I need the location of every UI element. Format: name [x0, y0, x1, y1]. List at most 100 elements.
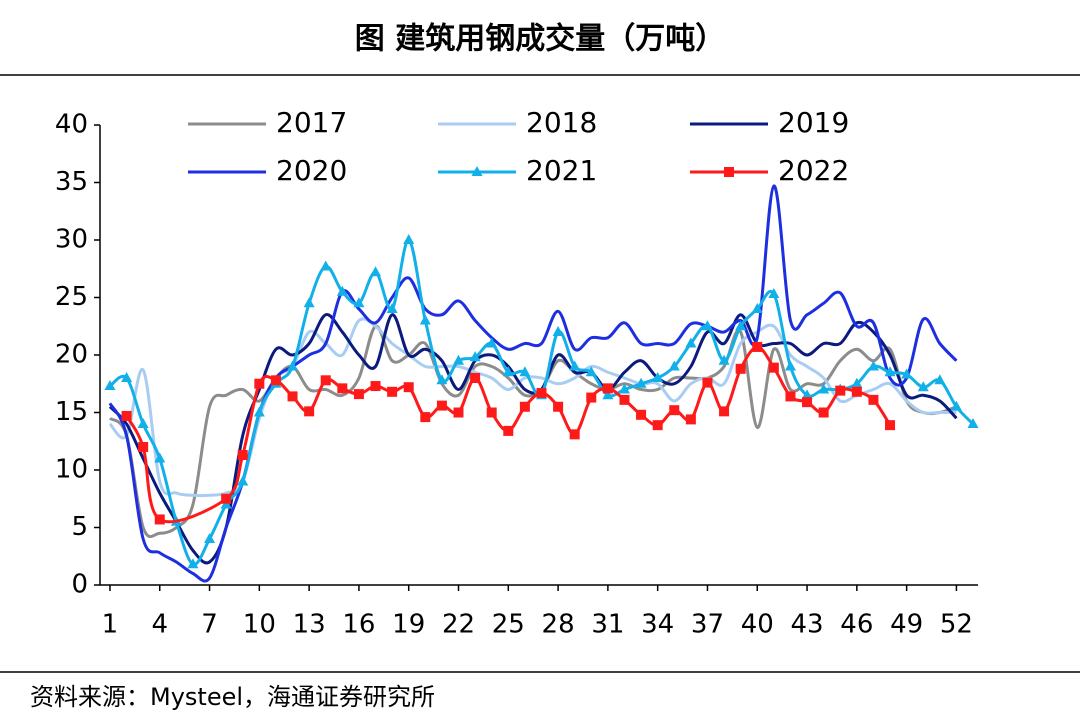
point-marker [585, 366, 597, 377]
point-marker [950, 400, 962, 411]
point-marker [121, 410, 132, 421]
x-tick-label: 13 [293, 610, 326, 640]
x-tick-label: 40 [741, 610, 774, 640]
point-marker [752, 341, 763, 352]
point-marker [337, 383, 348, 394]
point-marker [470, 373, 481, 383]
point-marker [154, 514, 165, 525]
point-marker [519, 401, 530, 412]
point-marker [735, 320, 747, 331]
point-marker [138, 442, 149, 452]
point-marker [104, 380, 116, 391]
x-tick-label: 52 [940, 610, 973, 640]
series-line [108, 313, 958, 565]
series-line [108, 184, 958, 583]
point-marker [785, 391, 796, 402]
legend-label: 2017 [276, 106, 347, 139]
y-tick-label: 10 [55, 455, 88, 485]
point-marker [486, 407, 497, 418]
point-marker [851, 386, 862, 397]
y-tick-label: 20 [55, 340, 88, 370]
point-marker [471, 166, 483, 176]
point-marker [336, 285, 348, 296]
x-tick-label: 28 [542, 610, 575, 640]
chart-title: 图 建筑用钢成交量（万吨） [355, 22, 725, 57]
point-marker [685, 337, 697, 348]
x-tick-label: 19 [392, 610, 425, 640]
point-marker [718, 354, 730, 365]
point-marker [370, 381, 381, 392]
y-tick-label: 15 [55, 397, 88, 427]
y-tick-label: 0 [71, 570, 88, 600]
point-marker [453, 354, 465, 365]
point-marker [719, 406, 730, 417]
series-line [108, 324, 957, 538]
point-marker [221, 493, 232, 504]
point-marker [768, 362, 779, 373]
point-marker [353, 297, 365, 308]
point-marker [724, 167, 734, 177]
point-marker [768, 288, 780, 299]
point-marker [287, 360, 299, 371]
point-marker [835, 385, 846, 396]
point-marker [320, 260, 332, 271]
x-tick-label: 31 [591, 610, 624, 640]
point-marker [917, 381, 929, 392]
point-marker [287, 391, 298, 402]
point-marker [486, 337, 498, 348]
point-marker [387, 386, 398, 397]
x-tick-label: 16 [342, 610, 375, 640]
point-marker [386, 303, 398, 313]
legend-label: 2020 [276, 154, 347, 187]
point-marker [636, 409, 647, 420]
x-tick-label: 34 [641, 610, 674, 640]
x-tick-label: 49 [890, 610, 923, 640]
y-tick-label: 5 [71, 512, 88, 542]
point-marker [818, 407, 829, 418]
point-marker [254, 378, 265, 389]
point-marker [420, 412, 431, 423]
point-marker [668, 360, 680, 371]
point-marker [652, 420, 663, 431]
point-marker [553, 401, 564, 412]
point-marker [602, 389, 614, 400]
point-marker [453, 407, 464, 418]
point-marker [419, 314, 431, 325]
y-tick-label: 25 [55, 282, 88, 312]
legend-label: 2021 [526, 154, 597, 187]
point-marker [519, 366, 531, 377]
point-marker [436, 374, 448, 385]
point-marker [436, 400, 447, 411]
point-marker [652, 372, 664, 382]
point-marker [237, 475, 249, 486]
legend-label: 2018 [526, 106, 597, 139]
y-tick-label: 35 [55, 167, 88, 197]
point-marker [403, 382, 414, 393]
legend-label: 2019 [778, 106, 849, 139]
x-tick-label: 43 [791, 610, 824, 640]
point-marker [784, 360, 796, 371]
point-marker [204, 533, 216, 543]
point-marker [967, 418, 979, 428]
x-tick-label: 46 [840, 610, 873, 640]
point-marker [569, 360, 581, 371]
point-marker [735, 363, 746, 374]
point-marker [270, 375, 281, 386]
point-marker [370, 266, 382, 277]
y-tick-label: 30 [55, 225, 88, 255]
point-marker [619, 394, 630, 405]
source-note: 资料来源：Mysteel，海通证券研究所 [30, 683, 435, 711]
x-tick-label: 25 [492, 610, 525, 640]
point-marker [320, 375, 331, 386]
point-marker [552, 326, 564, 336]
point-marker [353, 389, 364, 400]
point-marker [237, 450, 248, 461]
point-marker [121, 372, 133, 382]
legend-label: 2022 [778, 154, 849, 187]
point-marker [137, 418, 149, 428]
point-marker [602, 383, 613, 394]
point-marker [154, 452, 166, 463]
x-tick-label: 4 [151, 610, 168, 640]
point-marker [884, 366, 896, 377]
point-marker [669, 405, 680, 416]
